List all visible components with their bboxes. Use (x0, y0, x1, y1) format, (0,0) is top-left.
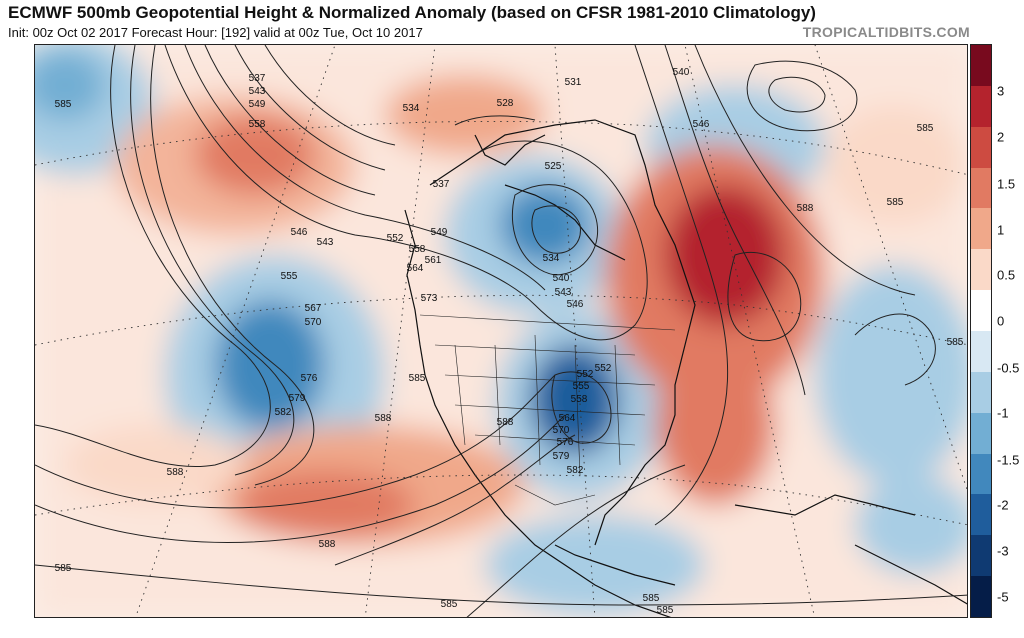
contour-label: 546 (693, 119, 710, 130)
contour-label: 552 (387, 233, 404, 244)
colorbar-segment (971, 576, 991, 618)
contour-label: 564 (407, 263, 424, 274)
contour-label: 576 (557, 437, 574, 448)
colorbar-segment (971, 453, 991, 495)
contour-label: 549 (249, 99, 266, 110)
height-contours (35, 45, 967, 617)
anomaly-map: 537 543 549 558 534 528 531 540 546 585 … (34, 44, 968, 618)
contour-label: 582 (567, 465, 584, 476)
colorbar-tick-label: 3 (997, 83, 1005, 99)
contour-label: 531 (565, 77, 582, 88)
colorbar-tick-label: -3 (997, 543, 1009, 559)
colorbar-tick-label: -0.5 (997, 360, 1020, 376)
contour-label: 552 (595, 363, 612, 374)
contour-label: 558 (571, 394, 588, 405)
colorbar-tick-label: 1 (997, 222, 1005, 238)
contour-label: 567 (305, 303, 322, 314)
colorbar-segment (971, 85, 991, 128)
contour-label: 585 (441, 599, 458, 610)
contour-label: 525 (545, 161, 562, 172)
contour-label: 561 (425, 255, 442, 266)
anomaly-shading (35, 45, 967, 617)
colorbar-tick-label: -1 (997, 405, 1009, 421)
contour-label: 585 (643, 593, 660, 604)
colorbar-segment (971, 331, 991, 373)
colorbar-segment (971, 249, 991, 291)
contour-label: 555 (573, 381, 590, 392)
contour-label: 588 (497, 417, 514, 428)
lat-lon-grid (35, 45, 967, 617)
contour-label: 585 (947, 337, 964, 348)
colorbar-segment (971, 494, 991, 536)
contour-label: 573 (421, 293, 438, 304)
colorbar-segment (971, 371, 991, 414)
contour-label: 552 (577, 369, 594, 380)
map-canvas: 537 543 549 558 534 528 531 540 546 585 … (35, 45, 967, 617)
contour-label: 549 (431, 227, 448, 238)
forecast-subtitle: Init: 00z Oct 02 2017 Forecast Hour: [19… (8, 25, 423, 40)
contour-label: 537 (249, 73, 266, 84)
contour-label: 558 (409, 244, 426, 255)
contour-labels: 537 543 549 558 534 528 531 540 546 585 … (55, 67, 964, 616)
contour-label: 570 (553, 425, 570, 436)
contour-label: 585 (55, 99, 72, 110)
colorbar-segment (971, 412, 991, 455)
contour-label: 582 (275, 407, 292, 418)
contour-label: 579 (553, 451, 570, 462)
colorbar-segment (971, 208, 991, 250)
colorbar-segment (971, 126, 991, 169)
anomaly-colorbar (970, 44, 992, 618)
colorbar-tick-label: -2 (997, 497, 1009, 513)
contour-label: 546 (291, 227, 308, 238)
colorbar-tick-label: -5 (997, 589, 1009, 605)
colorbar-tick-label: -1.5 (997, 452, 1020, 468)
colorbar-segment (971, 167, 991, 209)
contour-label: 558 (249, 119, 266, 130)
colorbar-tick-label: 0 (997, 313, 1005, 329)
colorbar-tick-label: 2 (997, 129, 1005, 145)
coastlines (404, 119, 967, 617)
contour-label: 534 (403, 103, 420, 114)
contour-label: 588 (797, 203, 814, 214)
chart-title: ECMWF 500mb Geopotential Height & Normal… (8, 3, 816, 22)
contour-label: 585 (409, 373, 426, 384)
contour-label: 540 (673, 67, 690, 78)
contour-label: 543 (555, 287, 572, 298)
colorbar-tick-label: 1.5 (997, 176, 1016, 192)
colorbar-segment (971, 290, 991, 332)
contour-label: 588 (319, 539, 336, 550)
contour-label: 546 (567, 299, 584, 310)
contour-label: 576 (301, 373, 318, 384)
contour-label: 534 (543, 253, 560, 264)
colorbar-tick-label: 0.5 (997, 267, 1016, 283)
contour-label: 537 (433, 179, 450, 190)
site-brand: TROPICALTIDBITS.COM (802, 24, 970, 40)
contour-label: 555 (281, 271, 298, 282)
contour-label: 540 (553, 273, 570, 284)
contour-label: 585 (887, 197, 904, 208)
contour-label: 579 (289, 393, 306, 404)
contour-label: 528 (497, 98, 514, 109)
contour-label: 588 (375, 413, 392, 424)
colorbar-segment (971, 535, 991, 577)
contour-label: 570 (305, 317, 322, 328)
contour-label: 585 (657, 605, 674, 616)
colorbar-segment (971, 45, 991, 87)
contour-label: 585 (55, 563, 72, 574)
contour-label: 543 (249, 86, 266, 97)
contour-label: 564 (559, 413, 576, 424)
contour-label: 588 (167, 467, 184, 478)
contour-label: 585 (917, 123, 934, 134)
contour-label: 543 (317, 237, 334, 248)
